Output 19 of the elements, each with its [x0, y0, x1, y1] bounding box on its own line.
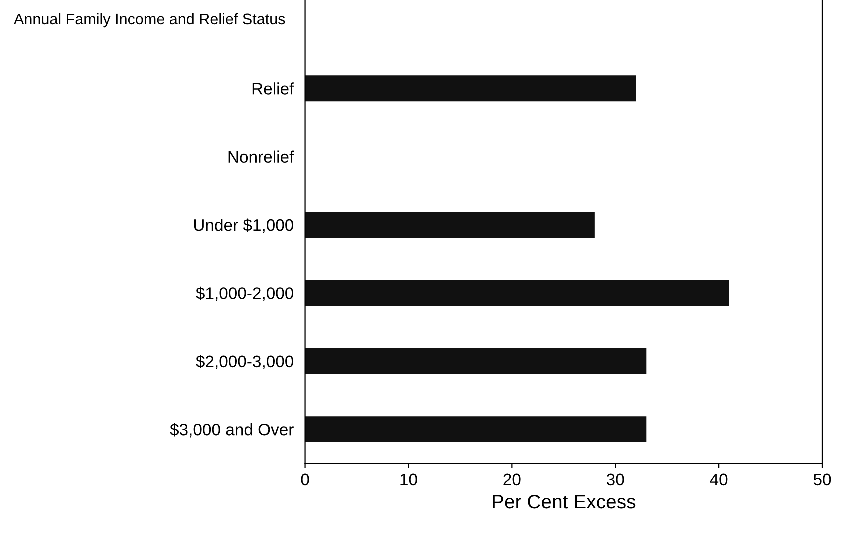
x-tick-label: 0: [301, 474, 310, 486]
y-tick-label: $1,000-2,000: [196, 286, 294, 302]
x-axis-title: Per Cent Excess: [493, 494, 636, 509]
x-tick-label: 20: [504, 474, 521, 486]
x-tick-label: 50: [814, 474, 832, 486]
x-tick-label: 10: [400, 474, 418, 486]
bar: [305, 212, 595, 238]
y-tick-label: $3,000 and Over: [170, 423, 294, 438]
x-tick-label: 40: [710, 474, 728, 486]
bar: [305, 416, 647, 443]
bar: [305, 280, 730, 306]
x-tick-label: 30: [606, 474, 624, 486]
y-axis-title: Annual Family Income and Relief Status: [14, 13, 286, 28]
y-tick-label: Relief: [252, 82, 294, 95]
y-tick-label: Under $1,000: [194, 218, 294, 234]
bar: [305, 76, 636, 102]
bar: [305, 348, 647, 374]
y-tick-label: Nonrelief: [228, 150, 294, 164]
y-tick-label: $2,000-3,000: [196, 355, 294, 370]
